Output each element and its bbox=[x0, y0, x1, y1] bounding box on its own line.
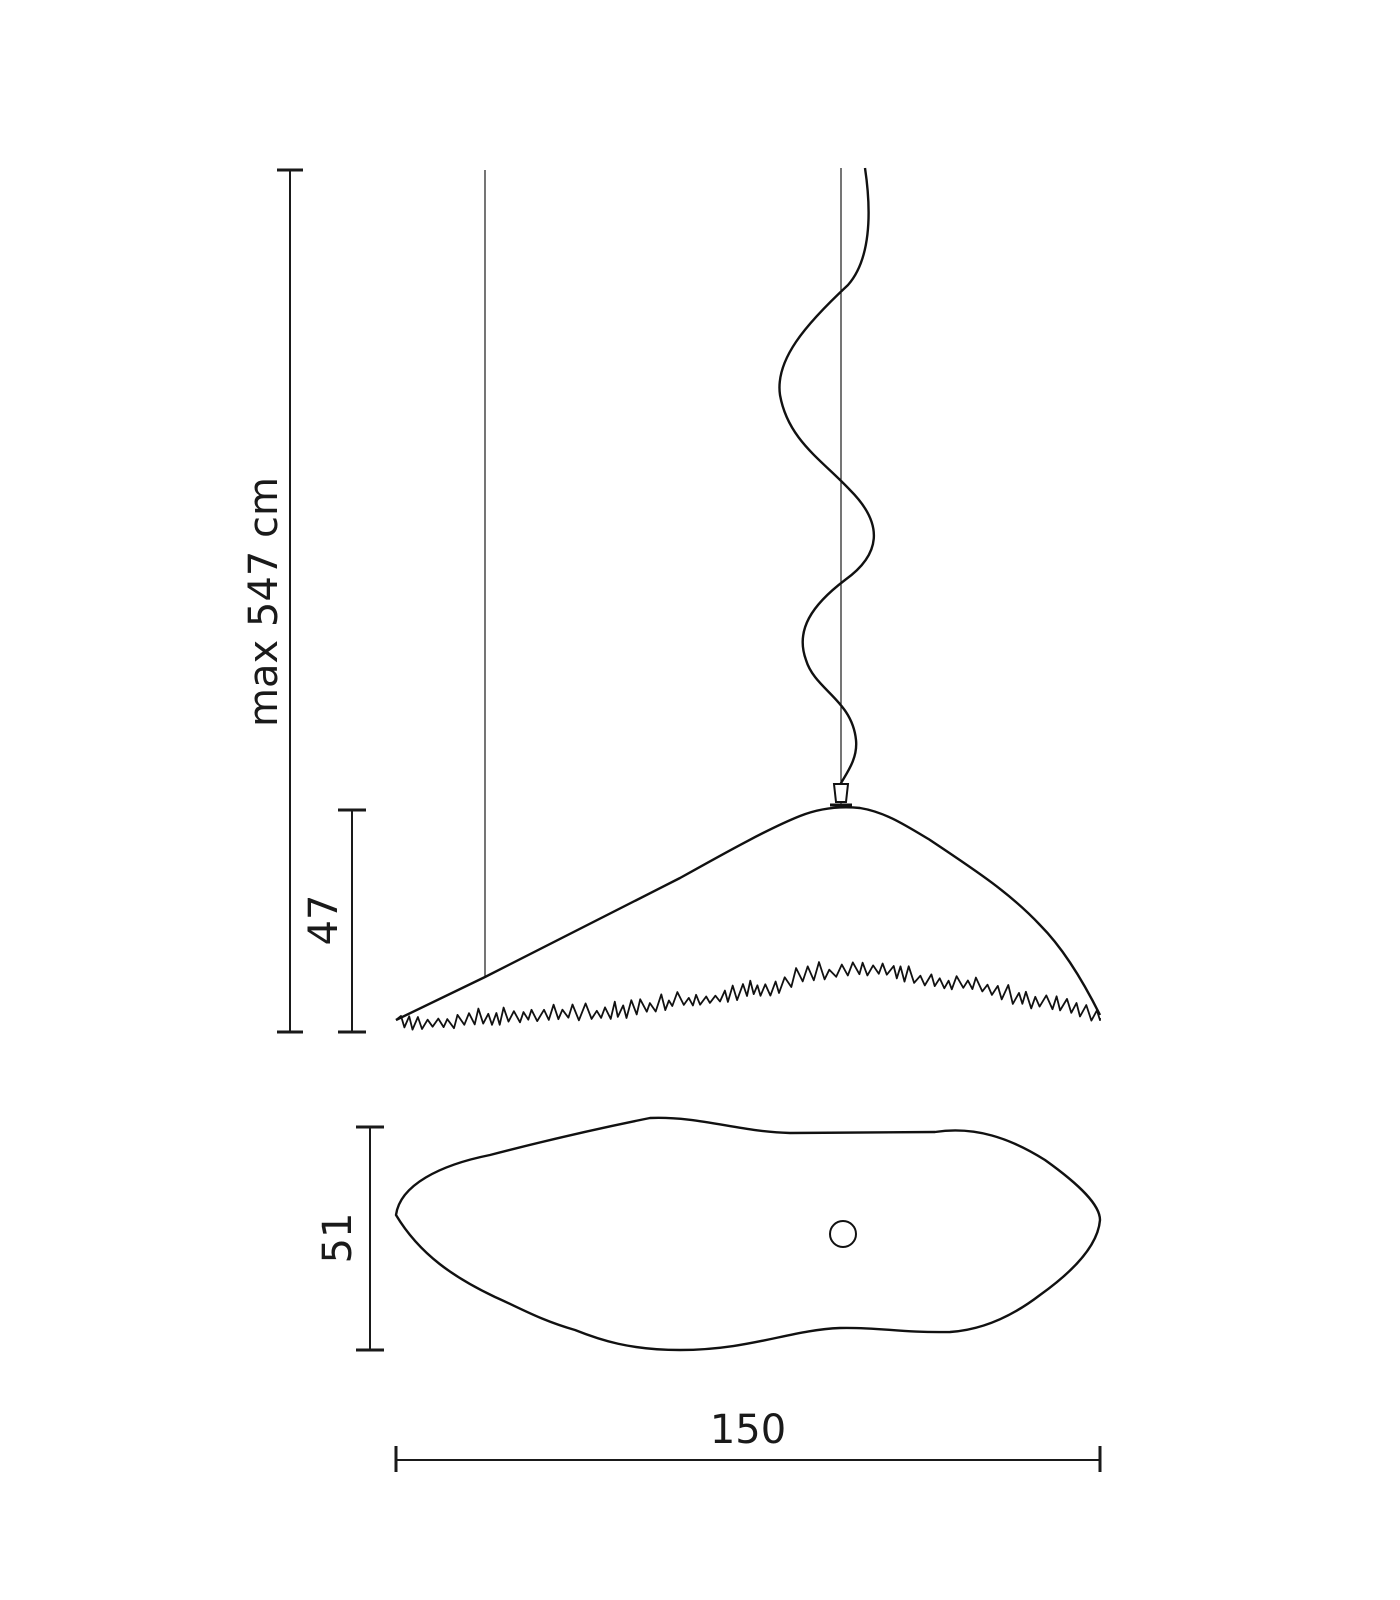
shade-top-view bbox=[394, 1116, 1102, 1352]
shade-height-dimension: 47 bbox=[301, 808, 366, 1034]
cable-clip bbox=[832, 783, 850, 803]
depth-label: 51 bbox=[315, 1213, 361, 1264]
width-dimension: 150 bbox=[394, 1407, 1102, 1472]
depth-dimension: 51 bbox=[315, 1125, 384, 1352]
overall-height-dimension: max 547 cm bbox=[241, 168, 303, 1034]
width-label: 150 bbox=[710, 1407, 786, 1453]
shade-fringe bbox=[395, 961, 1101, 1031]
cable-entry bbox=[829, 1220, 857, 1248]
shade-height-label: 47 bbox=[301, 895, 347, 946]
shade-top-outline bbox=[395, 806, 1102, 1022]
overall-height-label: max 547 cm bbox=[241, 477, 287, 727]
power-cable bbox=[778, 167, 875, 786]
